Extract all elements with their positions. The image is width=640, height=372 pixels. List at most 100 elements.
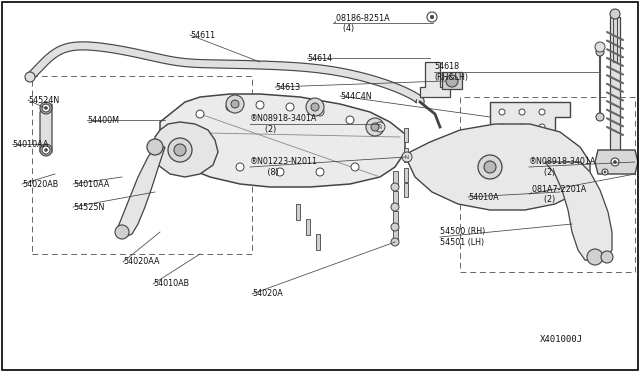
Circle shape: [610, 9, 620, 19]
Text: 54524N: 54524N: [28, 96, 60, 105]
Text: N: N: [378, 125, 382, 129]
Text: 54010AA: 54010AA: [73, 180, 109, 189]
Circle shape: [391, 223, 399, 231]
Text: 54010A: 54010A: [468, 192, 499, 202]
Polygon shape: [404, 183, 408, 197]
Polygon shape: [420, 62, 450, 97]
Circle shape: [446, 75, 458, 87]
Circle shape: [614, 161, 616, 163]
Text: 544C4N: 544C4N: [340, 92, 372, 100]
Polygon shape: [316, 234, 320, 250]
Text: 54613: 54613: [275, 83, 300, 92]
Polygon shape: [306, 219, 310, 235]
Text: ®N08918-3401A
      (2): ®N08918-3401A (2): [250, 114, 317, 134]
Circle shape: [539, 109, 545, 115]
Polygon shape: [404, 128, 408, 142]
Circle shape: [375, 122, 385, 132]
Circle shape: [519, 109, 525, 115]
Polygon shape: [392, 171, 397, 187]
Text: 54400M: 54400M: [87, 115, 119, 125]
Circle shape: [42, 146, 50, 154]
Circle shape: [430, 15, 434, 19]
Polygon shape: [610, 17, 620, 162]
Circle shape: [174, 144, 186, 156]
Bar: [460, 97, 635, 272]
Polygon shape: [490, 102, 570, 147]
Circle shape: [45, 107, 47, 109]
Circle shape: [311, 103, 319, 111]
Circle shape: [519, 124, 525, 130]
Polygon shape: [595, 150, 638, 174]
Polygon shape: [40, 104, 52, 155]
Text: 54010AA: 54010AA: [12, 140, 49, 148]
Circle shape: [587, 249, 603, 265]
Text: 54020AA: 54020AA: [123, 257, 159, 266]
Circle shape: [391, 203, 399, 211]
Circle shape: [499, 109, 505, 115]
Text: X401000J: X401000J: [540, 335, 583, 344]
Circle shape: [391, 183, 399, 191]
Text: 54500 (RH)
54501 (LH): 54500 (RH) 54501 (LH): [440, 227, 485, 247]
Circle shape: [25, 72, 35, 82]
Circle shape: [602, 169, 608, 175]
Circle shape: [601, 251, 613, 263]
Circle shape: [351, 163, 359, 171]
Text: 54020A: 54020A: [252, 289, 283, 298]
Text: 54614: 54614: [307, 54, 332, 62]
Text: 54611: 54611: [190, 31, 215, 39]
Text: 54010AB: 54010AB: [153, 279, 189, 289]
Text: N: N: [405, 154, 409, 160]
Polygon shape: [613, 17, 617, 62]
Circle shape: [604, 171, 606, 173]
Circle shape: [45, 148, 47, 151]
Circle shape: [371, 123, 379, 131]
Circle shape: [402, 152, 412, 162]
Text: ®N08918-3401A
      (2): ®N08918-3401A (2): [529, 157, 596, 177]
Circle shape: [231, 100, 239, 108]
Polygon shape: [545, 162, 612, 262]
Circle shape: [427, 12, 437, 22]
Text: 54525N: 54525N: [73, 202, 104, 212]
Polygon shape: [392, 211, 397, 227]
Circle shape: [484, 161, 496, 173]
Text: 54618
(RH&LH): 54618 (RH&LH): [434, 62, 468, 82]
Text: ¸081A7-2201A
      (2): ¸081A7-2201A (2): [529, 184, 588, 204]
Circle shape: [115, 225, 129, 239]
Circle shape: [316, 108, 324, 116]
Circle shape: [226, 103, 234, 111]
Circle shape: [306, 98, 324, 116]
Circle shape: [196, 110, 204, 118]
Circle shape: [226, 95, 244, 113]
Polygon shape: [404, 148, 408, 162]
Polygon shape: [27, 42, 424, 104]
Circle shape: [286, 103, 294, 111]
Circle shape: [236, 163, 244, 171]
Circle shape: [478, 155, 502, 179]
Text: 54020AB: 54020AB: [22, 180, 58, 189]
Circle shape: [276, 168, 284, 176]
Polygon shape: [408, 124, 590, 210]
Circle shape: [346, 116, 354, 124]
Polygon shape: [404, 168, 408, 182]
Circle shape: [40, 102, 52, 114]
Polygon shape: [392, 226, 397, 242]
Circle shape: [371, 126, 379, 134]
Circle shape: [499, 124, 505, 130]
Circle shape: [40, 144, 52, 156]
Circle shape: [595, 42, 605, 52]
Polygon shape: [392, 191, 397, 207]
Circle shape: [539, 124, 545, 130]
Circle shape: [366, 118, 384, 136]
Circle shape: [316, 168, 324, 176]
Circle shape: [391, 238, 399, 246]
Polygon shape: [118, 147, 165, 237]
Polygon shape: [442, 72, 462, 89]
Polygon shape: [153, 122, 218, 177]
Bar: [32, 76, 252, 254]
Circle shape: [168, 138, 192, 162]
Circle shape: [596, 48, 604, 56]
Circle shape: [596, 113, 604, 121]
Circle shape: [256, 101, 264, 109]
Text: ¸08186-8251A
    (4): ¸08186-8251A (4): [333, 13, 390, 33]
Polygon shape: [296, 204, 300, 220]
